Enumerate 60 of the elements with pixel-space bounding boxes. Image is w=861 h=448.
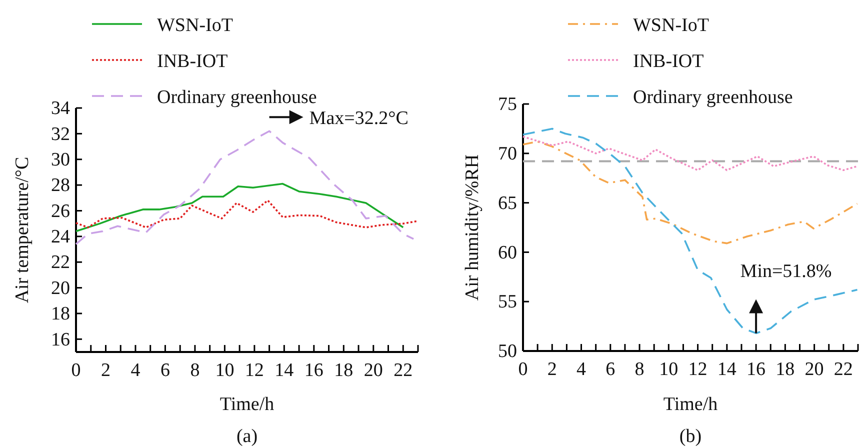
line-series [522,136,858,172]
x-tick-label: 2 [547,358,557,380]
y-tick-label: 24 [51,226,70,248]
x-tick-label: 8 [634,358,644,380]
x-tick-label: 0 [71,360,81,381]
x-tick-label: 0 [518,358,528,380]
y-tick-label: 50 [498,341,517,362]
y-tick-label: 28 [51,175,70,196]
text: (b) [679,426,702,447]
x-tick-label: 22 [394,360,413,381]
line-series [522,128,858,334]
x-tick-label: 4 [130,360,141,381]
x-tick-label: 18 [334,360,354,381]
x-tick-label: 12 [244,360,264,381]
x-axis-title: Time/h [663,394,718,415]
x-tick-label: 14 [274,360,294,381]
line-series [75,182,404,232]
legend-label: INB-IOT [157,51,228,72]
legend-label: INB-IOT [633,51,704,72]
legend-label: Ordinary greenhouse [633,87,793,108]
x-tick-label: 16 [746,358,766,380]
legend-label: Ordinary greenhouse [157,87,317,108]
annotation: Max=32.2°C [309,108,408,130]
legend-label: WSN-IoT [633,15,710,36]
x-tick-label: 8 [190,360,200,381]
annotation: Min=51.8% [740,261,832,282]
y-tick-label: 65 [498,192,517,214]
y-tick-label: 20 [51,278,70,299]
y-tick-label: 32 [51,124,70,145]
y-axis-title: Air temperature/°C [12,156,33,304]
legend-label: WSN-IoT [157,15,234,36]
x-tick-label: 6 [160,360,170,381]
y-tick-label: 70 [498,143,517,164]
text: (a) [236,426,258,447]
x-tick-label: 14 [717,358,737,380]
y-tick-label: 30 [51,149,70,170]
x-axis-title: Time/h [220,394,275,415]
y-tick-label: 60 [498,242,517,264]
y-tick-label: 55 [498,292,517,313]
x-tick-label: 16 [304,360,324,381]
x-tick-label: 18 [776,358,795,380]
x-tick-label: 22 [834,358,853,380]
y-tick-label: 34 [51,98,70,120]
x-tick-label: 10 [659,358,678,380]
y-tick-label: 22 [51,252,70,274]
line-series [522,140,858,244]
x-tick-label: 12 [688,358,708,380]
y-tick-label: 16 [51,329,70,350]
x-tick-label: 2 [100,360,110,381]
y-tick-label: 26 [51,200,70,222]
y-tick-label: 75 [498,94,517,116]
x-tick-label: 6 [606,358,616,380]
line-series [75,200,419,228]
x-tick-label: 20 [364,360,383,381]
y-axis-title: Air humidity/%RH [462,154,483,301]
x-tick-label: 10 [215,360,234,381]
y-tick-label: 18 [51,304,70,325]
line-series [75,130,414,246]
x-tick-label: 20 [804,358,824,380]
x-tick-label: 4 [576,358,587,380]
